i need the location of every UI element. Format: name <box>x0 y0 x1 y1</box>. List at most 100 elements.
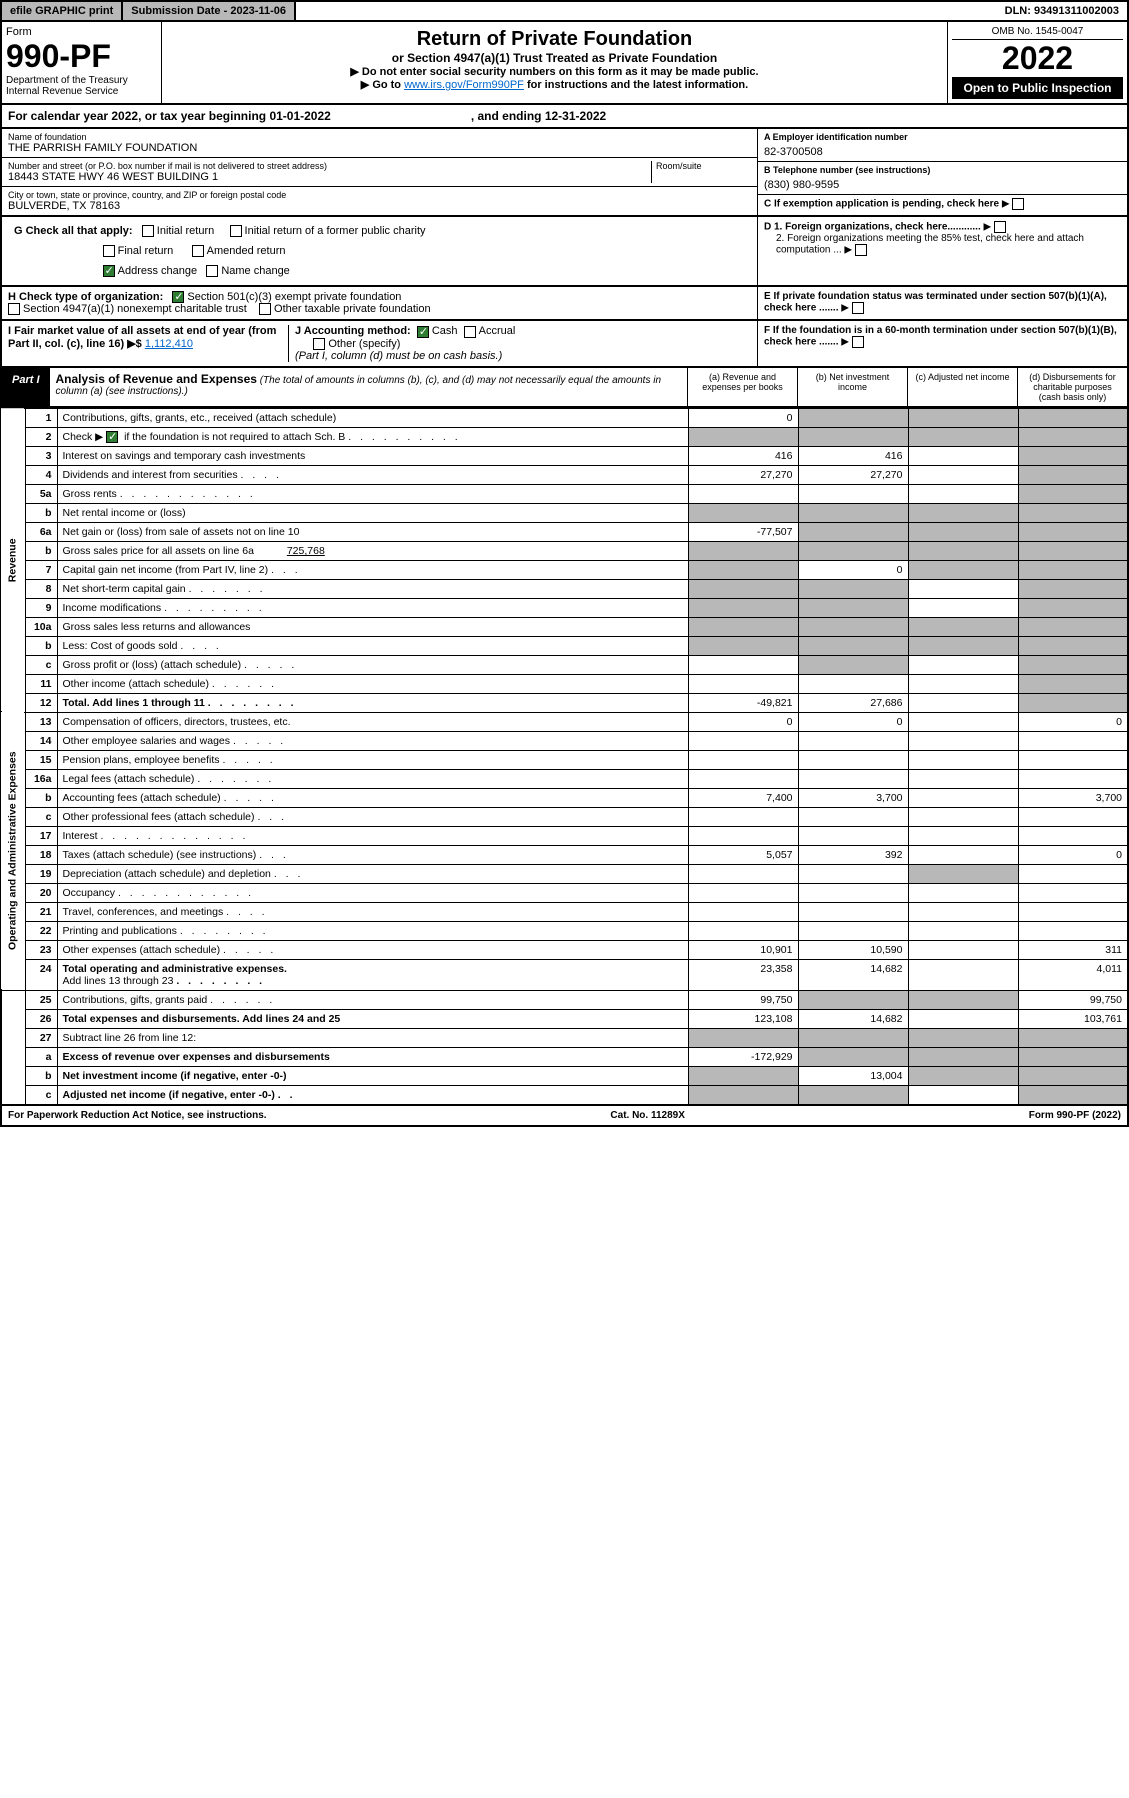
row-17: Interest . . . . . . . . . . . . . <box>57 826 688 845</box>
row-27b: Net investment income (if negative, ente… <box>57 1066 688 1085</box>
city-cell: City or town, state or province, country… <box>2 187 757 215</box>
col-d-header: (d) Disbursements for charitable purpose… <box>1017 368 1127 406</box>
fmv-value[interactable]: 1,112,410 <box>145 338 193 350</box>
section-ij: I Fair market value of all assets at end… <box>0 321 1129 367</box>
other-method-checkbox[interactable] <box>313 338 325 350</box>
form-header: Form 990-PF Department of the Treasury I… <box>0 22 1129 105</box>
row-5b: Net rental income or (loss) <box>57 503 688 522</box>
top-bar: efile GRAPHIC print Submission Date - 20… <box>0 0 1129 22</box>
open-public-badge: Open to Public Inspection <box>952 77 1123 99</box>
col-a-header: (a) Revenue and expenses per books <box>687 368 797 406</box>
row-9: Income modifications . . . . . . . . . <box>57 598 688 617</box>
row-2: Check ▶ if the foundation is not require… <box>57 427 688 446</box>
tax-year: 2022 <box>952 40 1123 77</box>
row-6b: Gross sales price for all assets on line… <box>57 541 688 560</box>
row-24: Total operating and administrative expen… <box>57 959 688 990</box>
name-change-checkbox[interactable] <box>206 265 218 277</box>
row-5a: Gross rents . . . . . . . . . . . . <box>57 484 688 503</box>
501c3-checkbox[interactable] <box>172 291 184 303</box>
cash-checkbox[interactable] <box>417 326 429 338</box>
form-title: Return of Private Foundation <box>168 28 941 51</box>
row-10b: Less: Cost of goods sold . . . . <box>57 636 688 655</box>
form-title-block: Return of Private Foundation or Section … <box>162 22 947 103</box>
row-18: Taxes (attach schedule) (see instruction… <box>57 845 688 864</box>
g-label: G Check all that apply: <box>14 225 133 237</box>
j-label: J Accounting method: <box>295 325 411 337</box>
irs-label: Internal Revenue Service <box>6 86 157 97</box>
form-id-block: Form 990-PF Department of the Treasury I… <box>2 22 162 103</box>
row-16a: Legal fees (attach schedule) . . . . . .… <box>57 769 688 788</box>
d1-label: D 1. Foreign organizations, check here..… <box>764 222 981 233</box>
instr-2: ▶ Go to www.irs.gov/Form990PF for instru… <box>168 78 941 91</box>
initial-public-checkbox[interactable] <box>230 225 242 237</box>
row-11: Other income (attach schedule) . . . . .… <box>57 674 688 693</box>
c-checkbox[interactable] <box>1012 198 1024 210</box>
cat-number: Cat. No. 11289X <box>610 1110 684 1121</box>
submission-date: Submission Date - 2023-11-06 <box>123 2 296 20</box>
initial-return-checkbox[interactable] <box>142 225 154 237</box>
revenue-side-label: Revenue <box>1 408 25 712</box>
e-label: E If private foundation status was termi… <box>764 291 1107 314</box>
omb-number: OMB No. 1545-0047 <box>952 26 1123 40</box>
amended-return-checkbox[interactable] <box>192 245 204 257</box>
dln: DLN: 93491311002003 <box>997 2 1127 20</box>
row-16c: Other professional fees (attach schedule… <box>57 807 688 826</box>
d2-checkbox[interactable] <box>855 244 867 256</box>
row-8: Net short-term capital gain . . . . . . … <box>57 579 688 598</box>
form-ref: Form 990-PF (2022) <box>1029 1110 1121 1121</box>
form-subtitle: or Section 4947(a)(1) Trust Treated as P… <box>168 51 941 65</box>
row-22: Printing and publications . . . . . . . … <box>57 921 688 940</box>
i-label: I Fair market value of all assets at end… <box>8 325 276 350</box>
schb-checkbox[interactable] <box>106 431 118 443</box>
entity-info: Name of foundation THE PARRISH FAMILY FO… <box>0 129 1129 217</box>
dept-label: Department of the Treasury <box>6 75 157 86</box>
col-b-header: (b) Net investment income <box>797 368 907 406</box>
row-21: Travel, conferences, and meetings . . . … <box>57 902 688 921</box>
row-16b: Accounting fees (attach schedule) . . . … <box>57 788 688 807</box>
row-27a: Excess of revenue over expenses and disb… <box>57 1047 688 1066</box>
row-27: Subtract line 26 from line 12: <box>57 1028 688 1047</box>
c-pending: C If exemption application is pending, c… <box>758 195 1127 213</box>
d2-label: 2. Foreign organizations meeting the 85%… <box>776 233 1084 256</box>
address-cell: Number and street (or P.O. box number if… <box>2 158 757 187</box>
address-change-checkbox[interactable] <box>103 265 115 277</box>
row-14: Other employee salaries and wages . . . … <box>57 731 688 750</box>
form-number: 990-PF <box>6 38 157 75</box>
j-note: (Part I, column (d) must be on cash basi… <box>295 350 502 362</box>
row-26: Total expenses and disbursements. Add li… <box>57 1009 688 1028</box>
efile-label[interactable]: efile GRAPHIC print <box>2 2 123 20</box>
calendar-year-row: For calendar year 2022, or tax year begi… <box>0 105 1129 129</box>
other-taxable-checkbox[interactable] <box>259 303 271 315</box>
part1-title: Analysis of Revenue and Expenses <box>56 372 257 386</box>
page-footer: For Paperwork Reduction Act Notice, see … <box>0 1106 1129 1127</box>
final-return-checkbox[interactable] <box>103 245 115 257</box>
form-label: Form <box>6 26 157 38</box>
row-6a: Net gain or (loss) from sale of assets n… <box>57 522 688 541</box>
d1-checkbox[interactable] <box>994 221 1006 233</box>
phone-cell: B Telephone number (see instructions) (8… <box>758 162 1127 195</box>
name-cell: Name of foundation THE PARRISH FAMILY FO… <box>2 129 757 158</box>
row-15: Pension plans, employee benefits . . . .… <box>57 750 688 769</box>
paperwork-notice: For Paperwork Reduction Act Notice, see … <box>8 1110 267 1121</box>
f-checkbox[interactable] <box>852 336 864 348</box>
col-c-header: (c) Adjusted net income <box>907 368 1017 406</box>
row-12: Total. Add lines 1 through 11 . . . . . … <box>57 693 688 712</box>
row-3: Interest on savings and temporary cash i… <box>57 446 688 465</box>
row-13: Compensation of officers, directors, tru… <box>57 712 688 731</box>
e-checkbox[interactable] <box>852 302 864 314</box>
f-label: F If the foundation is in a 60-month ter… <box>764 325 1117 348</box>
expense-side-label: Operating and Administrative Expenses <box>1 712 25 990</box>
part1-label: Part I <box>2 368 50 406</box>
accrual-checkbox[interactable] <box>464 326 476 338</box>
4947-checkbox[interactable] <box>8 303 20 315</box>
irs-link[interactable]: www.irs.gov/Form990PF <box>404 79 524 91</box>
year-block: OMB No. 1545-0047 2022 Open to Public In… <box>947 22 1127 103</box>
section-g: G Check all that apply: Initial return I… <box>0 217 1129 287</box>
ein-cell: A Employer identification number 82-3700… <box>758 129 1127 162</box>
h-label: H Check type of organization: <box>8 291 163 303</box>
part1-header: Part I Analysis of Revenue and Expenses … <box>0 368 1129 408</box>
row-27c: Adjusted net income (if negative, enter … <box>57 1085 688 1105</box>
revenue-expense-table: Revenue 1Contributions, gifts, grants, e… <box>0 408 1129 1106</box>
row-10a: Gross sales less returns and allowances <box>57 617 688 636</box>
row-4: Dividends and interest from securities .… <box>57 465 688 484</box>
